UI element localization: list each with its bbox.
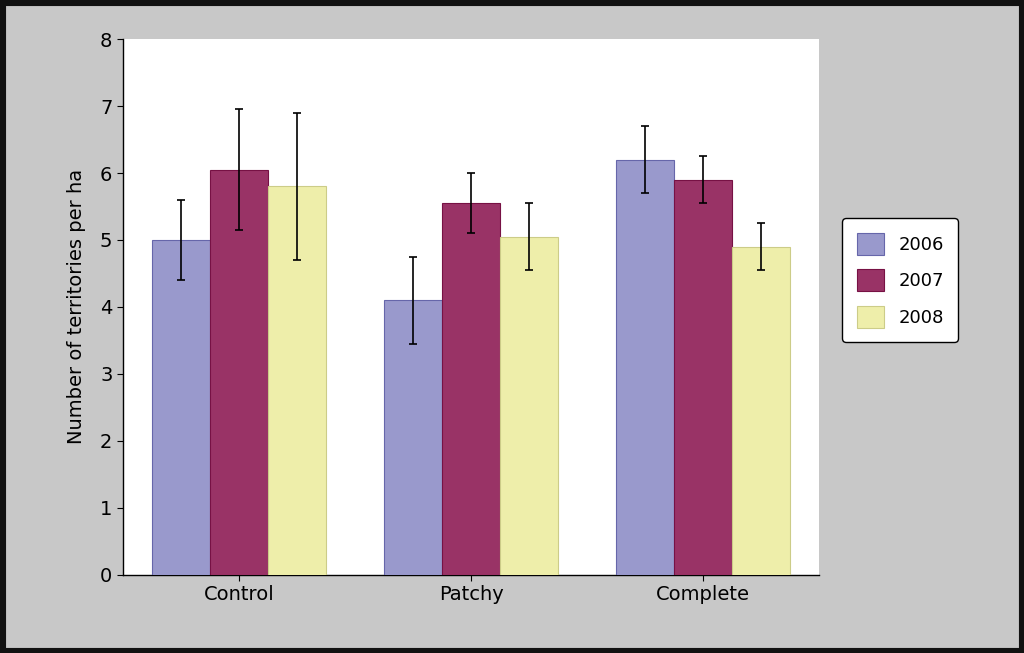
Bar (384, 300, 442, 575)
Y-axis label: Number of territories per ha: Number of territories per ha (68, 169, 86, 445)
Bar (268, 187, 326, 575)
Legend: 2006, 2007, 2008: 2006, 2007, 2008 (842, 218, 958, 342)
Bar (674, 180, 732, 575)
Bar (616, 160, 674, 575)
Bar (210, 170, 268, 575)
Bar (442, 203, 500, 575)
Bar (500, 236, 558, 575)
Bar (732, 247, 791, 575)
Bar (152, 240, 210, 575)
